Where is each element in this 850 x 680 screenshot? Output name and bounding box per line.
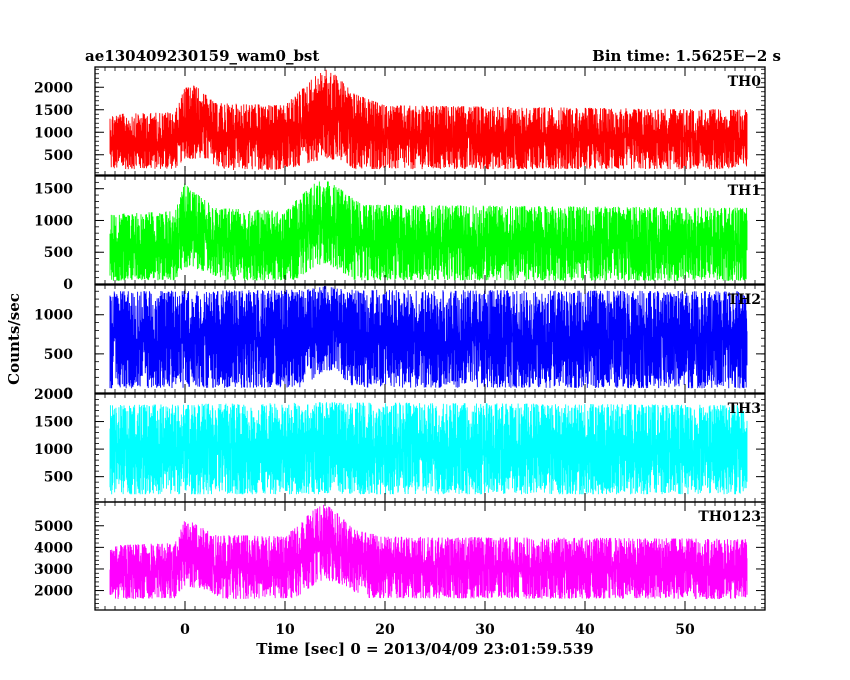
y-tick-label: 5000 bbox=[34, 519, 73, 535]
series-th1-trace bbox=[109, 181, 748, 281]
x-tick-label: 50 bbox=[675, 622, 695, 638]
x-axis-ticks: 0 10 20 30 40 50 bbox=[180, 622, 695, 638]
panel-th3: 500 1000 1500 2000 TH3 bbox=[34, 387, 766, 503]
y-tick-label: 4000 bbox=[34, 540, 73, 556]
panel-frame bbox=[94, 175, 766, 285]
panel-th0: 500 1000 1500 2000 TH0 bbox=[34, 66, 766, 176]
panel-th1: 0 500 1000 1500 TH1 bbox=[34, 175, 766, 293]
series-th3-trace bbox=[109, 402, 748, 495]
y-tick-label: 500 bbox=[44, 148, 73, 164]
y-tick-label: 1000 bbox=[34, 213, 73, 229]
y-tick-label: 1500 bbox=[34, 103, 73, 119]
y-axis-label: Counts/sec bbox=[5, 293, 23, 385]
y-tick-label: 3000 bbox=[34, 562, 73, 578]
y-tick-label: 1000 bbox=[34, 442, 73, 458]
panels-group: 500 1000 1500 2000 TH0 0 500 1000 1500 TH1 0 500 100… bbox=[34, 66, 766, 611]
panel-th2: 0 500 1000 TH2 bbox=[34, 284, 766, 402]
bin-time-label: Bin time: 1.5625E−2 s bbox=[592, 47, 781, 65]
panel-label-th1: TH1 bbox=[728, 183, 761, 199]
panel-label-th2: TH2 bbox=[728, 292, 761, 308]
series-th0123-trace bbox=[109, 504, 748, 600]
series-th0-trace bbox=[109, 69, 748, 171]
x-tick-label: 10 bbox=[275, 622, 295, 638]
y-tick-label: 1000 bbox=[34, 308, 73, 324]
series-th2-trace bbox=[109, 285, 748, 389]
x-tick-label: 40 bbox=[575, 622, 595, 638]
y-tick-label: 0 bbox=[63, 386, 73, 402]
panel-label-th3: TH3 bbox=[728, 401, 761, 417]
y-tick-label: 1500 bbox=[34, 182, 73, 198]
x-tick-label: 0 bbox=[180, 622, 190, 638]
x-tick-label: 20 bbox=[375, 622, 395, 638]
y-tick-label: 2000 bbox=[34, 80, 73, 96]
y-tick-label: 2000 bbox=[34, 387, 73, 403]
x-axis-label: Time [sec] 0 = 2013/04/09 23:01:59.539 bbox=[256, 640, 593, 658]
panel-label-th0: TH0 bbox=[728, 74, 762, 90]
y-tick-label: 0 bbox=[63, 277, 73, 293]
y-tick-label: 1500 bbox=[34, 415, 73, 431]
y-tick-label: 500 bbox=[44, 470, 73, 486]
panel-frame bbox=[94, 66, 766, 176]
panel-label-th0123: TH0123 bbox=[698, 509, 761, 525]
x-tick-label: 30 bbox=[475, 622, 495, 638]
panel-th0123: 2000 3000 4000 5000 TH0123 bbox=[34, 501, 766, 611]
panel-frame bbox=[94, 284, 766, 394]
object-name-label: ae130409230159_wam0_bst bbox=[85, 47, 319, 65]
y-tick-label: 500 bbox=[44, 347, 73, 363]
y-tick-label: 2000 bbox=[34, 584, 73, 600]
y-tick-label: 500 bbox=[44, 245, 73, 261]
y-tick-label: 1000 bbox=[34, 125, 73, 141]
